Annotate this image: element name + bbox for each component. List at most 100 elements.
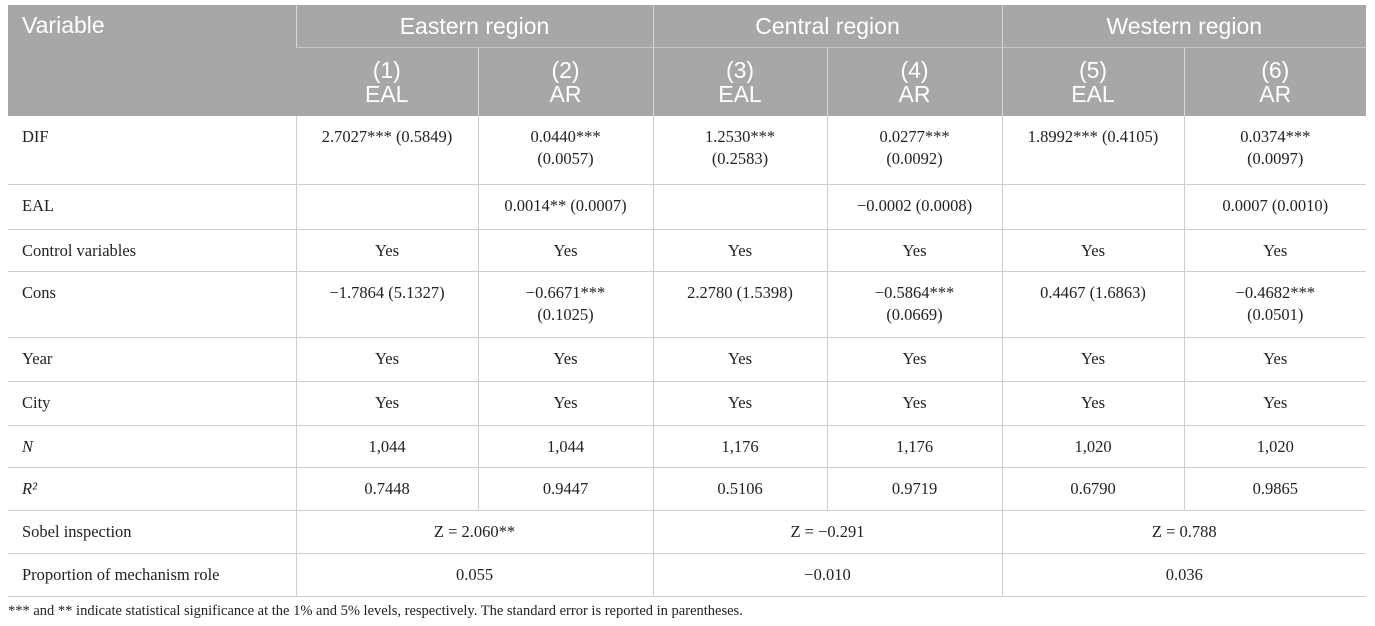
column-header: (4) AR xyxy=(826,47,1002,116)
table-cell: 1,044 xyxy=(477,424,654,468)
column-header: (5) EAL xyxy=(1001,47,1184,116)
column-name: EAL xyxy=(1071,81,1115,107)
table-cell: Z = 2.060** xyxy=(295,509,654,554)
table-cell: −0.5864*** (0.0669) xyxy=(826,270,1003,338)
table-cell: 1,176 xyxy=(826,424,1003,468)
column-header: (1) EAL xyxy=(296,47,478,116)
table-row: Sobel inspection Z = 2.060** Z = −0.291 Z =… xyxy=(8,509,1367,554)
table-cell: Yes xyxy=(826,228,1003,272)
table-cell: Yes xyxy=(477,336,654,382)
column-header: (2) AR xyxy=(477,47,653,116)
table-cell xyxy=(1001,183,1185,230)
table-cell: −0.010 xyxy=(652,552,1003,597)
table-cell: Yes xyxy=(652,380,828,426)
table-row: N 1,044 1,044 1,176 1,176 1,020 1,020 xyxy=(8,424,1367,468)
column-number: (3) xyxy=(725,57,755,83)
table-row: DIF 2.7027*** (0.5849) 0.0440*** (0.0057) 1… xyxy=(8,116,1367,185)
column-number: (6) xyxy=(1261,57,1290,83)
region-header: Western region xyxy=(1001,5,1367,48)
column-name: EAL xyxy=(718,81,762,107)
table-cell: Yes xyxy=(652,336,828,382)
table-cell: 0.5106 xyxy=(652,466,828,511)
table-cell: Yes xyxy=(1183,380,1367,426)
variable-header: Variable xyxy=(8,5,296,116)
table-cell: 0.9865 xyxy=(1183,466,1367,511)
table-cell: 0.9447 xyxy=(477,466,654,511)
table-cell: Yes xyxy=(826,380,1003,426)
table-cell: 1,020 xyxy=(1183,424,1367,468)
table-cell: 1.2530*** (0.2583) xyxy=(652,116,828,185)
table-cell: Yes xyxy=(1183,336,1367,382)
table-row: City Yes Yes Yes Yes Yes Yes xyxy=(8,380,1367,426)
table-cell: Yes xyxy=(826,336,1003,382)
row-label: N xyxy=(8,424,297,468)
table-cell: 0.0374*** (0.0097) xyxy=(1183,116,1367,185)
table-cell: 1,176 xyxy=(652,424,828,468)
table-row: EAL 0.0014** (0.0007) −0.0002 (0.0008) 0.00… xyxy=(8,183,1367,230)
row-label: EAL xyxy=(8,183,297,230)
table-cell: Yes xyxy=(1183,228,1367,272)
table-cell: Yes xyxy=(1001,228,1185,272)
column-name: AR xyxy=(898,81,931,107)
table-cell: 2.2780 (1.5398) xyxy=(652,270,828,338)
table-cell: 0.055 xyxy=(295,552,654,597)
table-cell: Z = −0.291 xyxy=(652,509,1003,554)
table-cell: 0.036 xyxy=(1001,552,1367,597)
row-label: City xyxy=(8,380,297,426)
table-row: Cons −1.7864 (5.1327) −0.6671*** (0.1025) 2… xyxy=(8,270,1367,338)
column-name: AR xyxy=(549,81,582,107)
table-cell: 1.8992*** (0.4105) xyxy=(1001,116,1185,185)
row-label: Control variables xyxy=(8,228,297,272)
table-cell: Yes xyxy=(477,228,654,272)
table-cell: −0.4682*** (0.0501) xyxy=(1183,270,1367,338)
table-cell: 0.0007 (0.0010) xyxy=(1183,183,1367,230)
row-label: Cons xyxy=(8,270,297,338)
row-label: Year xyxy=(8,336,297,382)
table-cell: 0.6790 xyxy=(1001,466,1185,511)
table-cell: 0.0440*** (0.0057) xyxy=(477,116,654,185)
table-cell: 0.9719 xyxy=(826,466,1003,511)
column-header: (3) EAL xyxy=(652,47,827,116)
row-label: Proportion of mechanism role xyxy=(8,552,297,597)
column-header: (6) AR xyxy=(1183,47,1367,116)
column-name: EAL xyxy=(365,81,409,107)
table-cell: Yes xyxy=(295,380,479,426)
table-cell: Z = 0.788 xyxy=(1001,509,1367,554)
table-cell: −0.0002 (0.0008) xyxy=(826,183,1003,230)
table-row: Proportion of mechanism role 0.055 −0.010 0… xyxy=(8,552,1367,597)
table-row: Control variables Yes Yes Yes Yes Yes Yes xyxy=(8,228,1367,272)
table-cell xyxy=(295,183,479,230)
column-number: (4) xyxy=(900,57,929,83)
column-number: (2) xyxy=(551,57,580,83)
table-cell: 1,044 xyxy=(295,424,479,468)
table-cell: Yes xyxy=(295,228,479,272)
table-cell: −0.6671*** (0.1025) xyxy=(477,270,654,338)
table-cell: Yes xyxy=(295,336,479,382)
table-cell: 0.7448 xyxy=(295,466,479,511)
region-header: Central region xyxy=(652,5,1002,48)
row-label: DIF xyxy=(8,116,297,185)
row-label: R² xyxy=(8,466,297,511)
table-cell: 0.4467 (1.6863) xyxy=(1001,270,1185,338)
table-cell: 0.0277*** (0.0092) xyxy=(826,116,1003,185)
table-row: Year Yes Yes Yes Yes Yes Yes xyxy=(8,336,1367,382)
footnote: *** and ** indicate statistical signific… xyxy=(8,603,743,619)
column-number: (1) xyxy=(372,57,401,83)
table-cell: 1,020 xyxy=(1001,424,1185,468)
table-row: R² 0.7448 0.9447 0.5106 0.9719 0.6790 0.9865 xyxy=(8,466,1367,511)
results-table: Variable Eastern region Central region West… xyxy=(8,5,1367,597)
table-cell xyxy=(652,183,828,230)
table-body: DIF 2.7027*** (0.5849) 0.0440*** (0.0057) 1… xyxy=(8,116,1367,597)
row-label: Sobel inspection xyxy=(8,509,297,554)
table-cell: Yes xyxy=(652,228,828,272)
table-cell: 2.7027*** (0.5849) xyxy=(295,116,479,185)
column-number: (5) xyxy=(1078,57,1108,83)
table-cell: Yes xyxy=(1001,380,1185,426)
region-header: Eastern region xyxy=(295,5,653,48)
table-cell: 0.0014** (0.0007) xyxy=(477,183,654,230)
table-cell: Yes xyxy=(477,380,654,426)
column-name: AR xyxy=(1259,81,1292,107)
table-cell: −1.7864 (5.1327) xyxy=(295,270,479,338)
table-cell: Yes xyxy=(1001,336,1185,382)
